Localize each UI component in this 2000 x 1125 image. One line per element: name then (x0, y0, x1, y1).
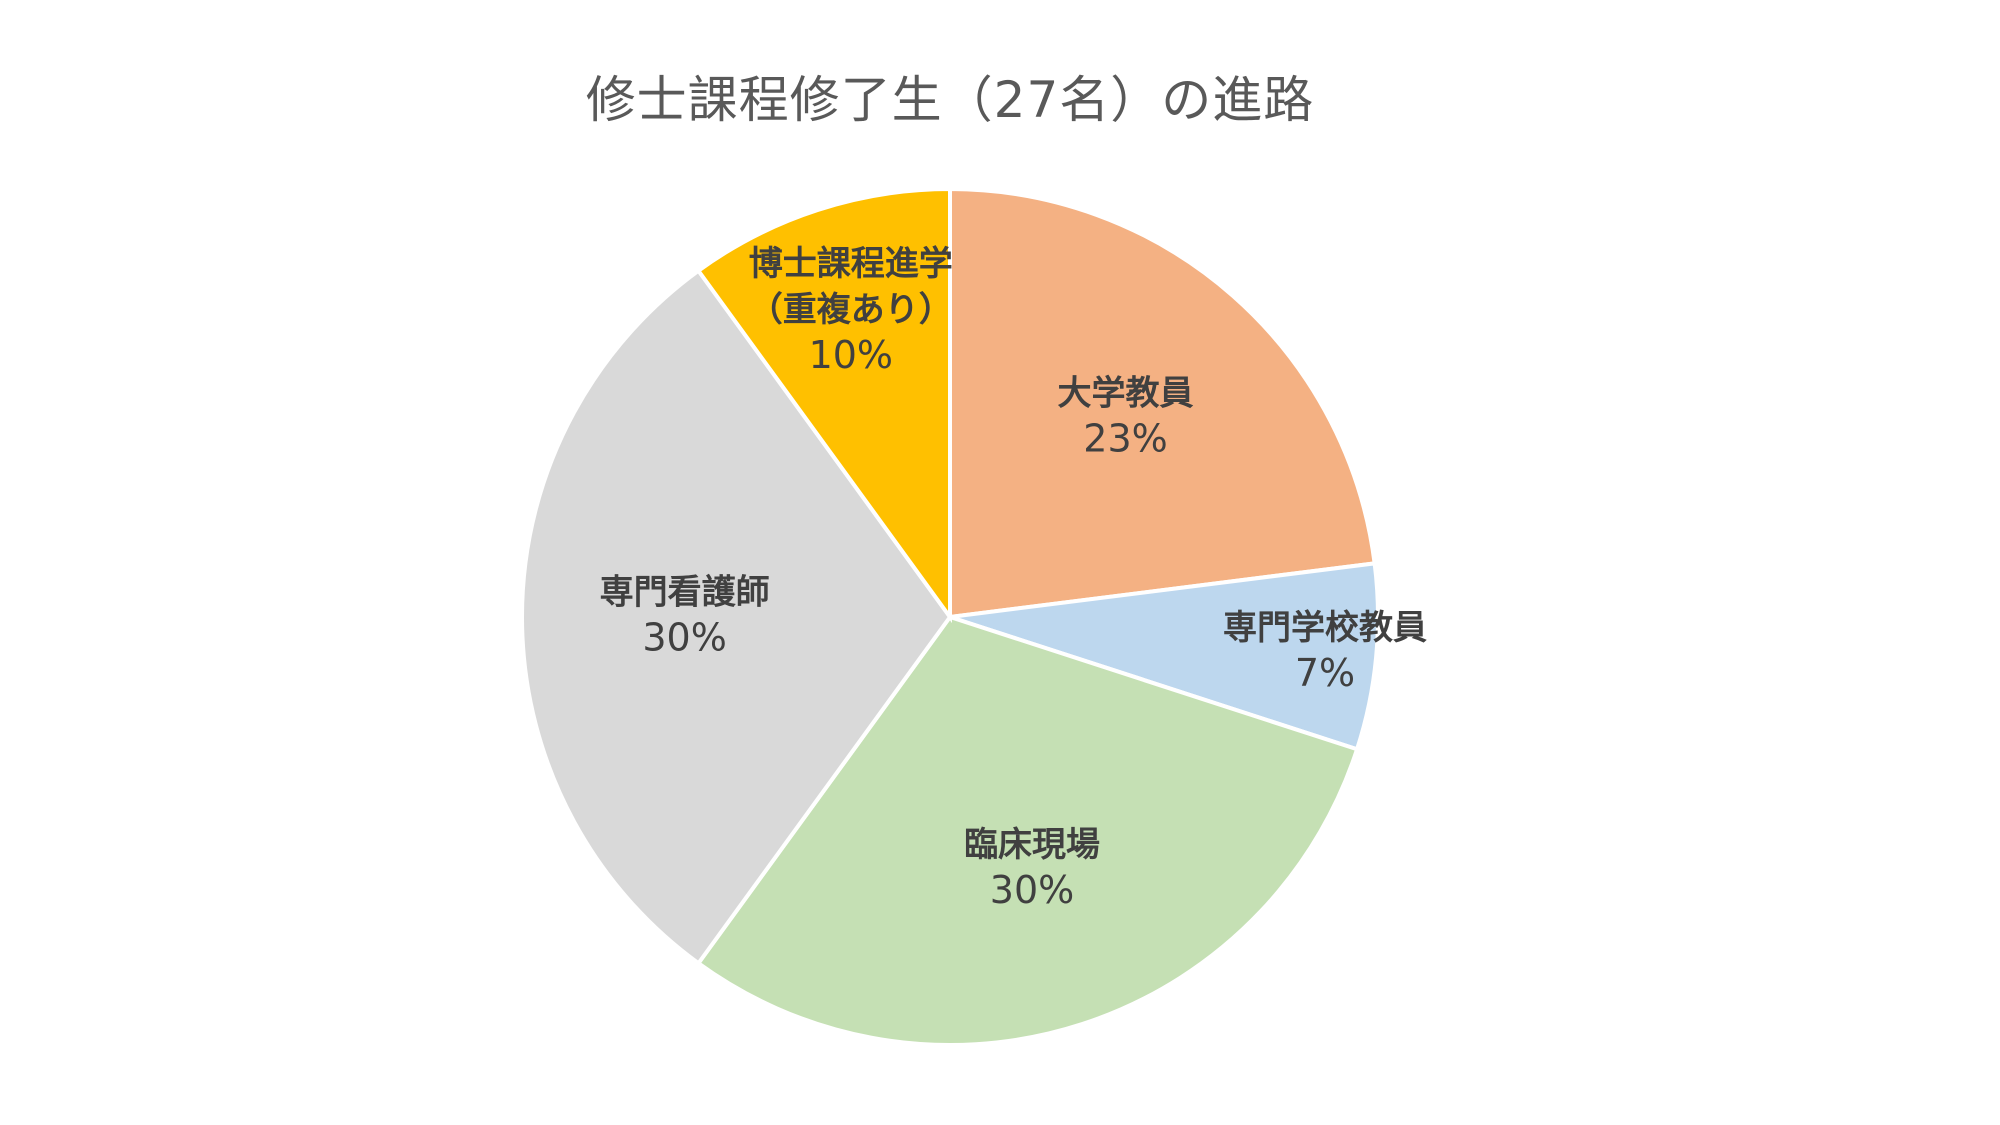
pie-slice-2 (949, 561, 1380, 752)
slice-label-博士課程進学: 博士課程進学 (749, 244, 953, 284)
slice-label-大学教員: 大学教員 (1058, 374, 1194, 414)
pie-slice-1 (948, 186, 1377, 620)
pie-slice-4 (520, 267, 953, 967)
slice-label-専門学校教員: 専門学校教員 (1223, 608, 1427, 648)
slice-label-臨床現場: 臨床現場 (964, 825, 1100, 865)
slice-value-5: 10% (809, 333, 893, 377)
chart-title: 修士課程修了生（27名）の進路 (585, 71, 1315, 129)
pie-slices (520, 186, 1380, 1047)
slice-label-専門看護師: 専門看護師 (600, 573, 770, 613)
slice-value-3: 30% (990, 868, 1074, 912)
pie-slice-5 (695, 186, 952, 624)
slice-value-2: 7% (1295, 651, 1355, 695)
slice-value-1: 23% (1083, 417, 1167, 461)
slice-label-group-5: 博士課程進学 （重複あり）10% (749, 244, 953, 377)
pie-slice-3 (695, 614, 1360, 1047)
slice-label-重複あり: （重複あり） (749, 290, 953, 330)
pie-labels: 大学教員23%専門学校教員7%臨床現場30%専門看護師30%博士課程進学（重複あ… (600, 244, 1427, 912)
slice-value-4: 30% (642, 616, 726, 660)
